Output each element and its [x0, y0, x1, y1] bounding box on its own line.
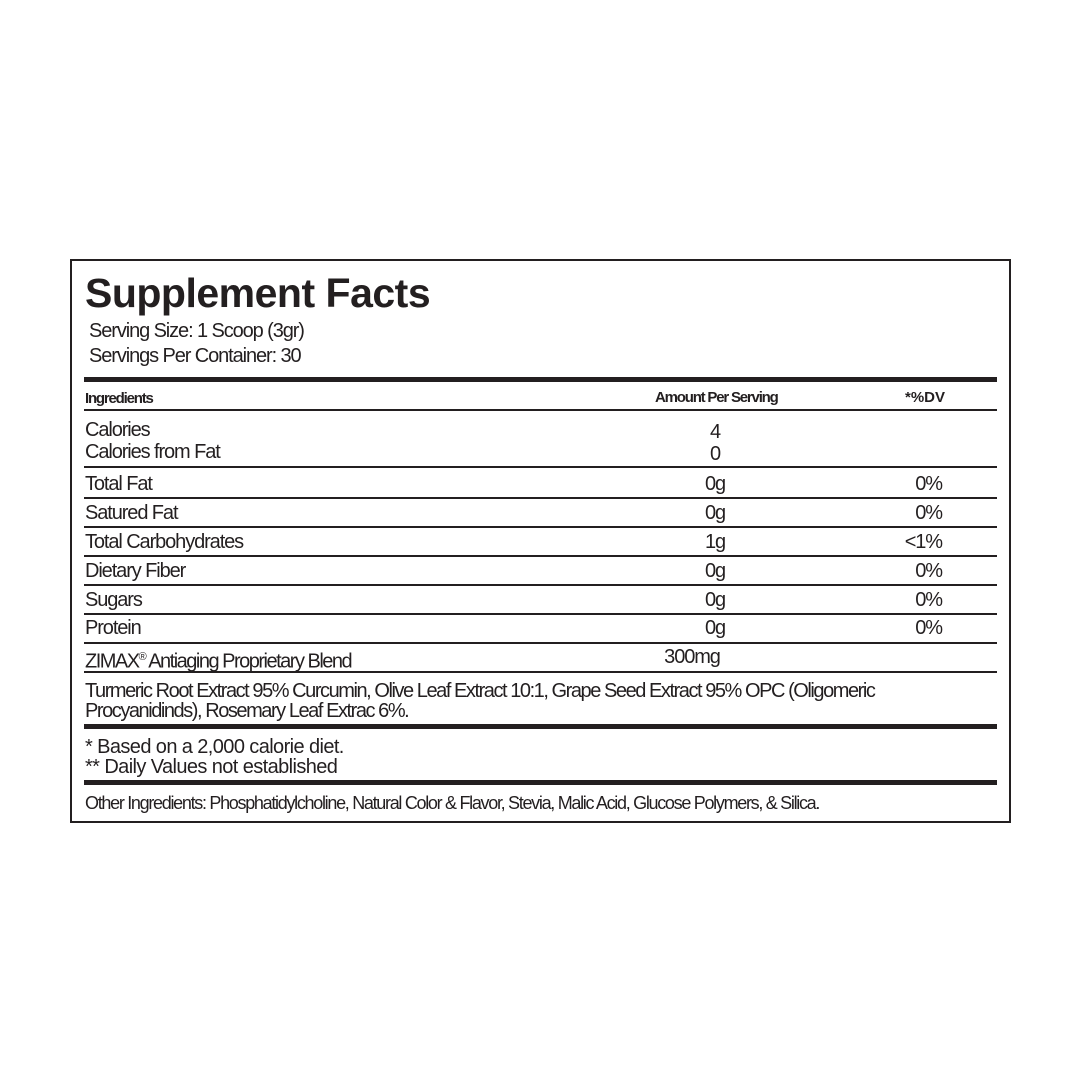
blend-label: ZIMAX® Antiaging Proprietary Blend [85, 646, 353, 673]
divider [84, 526, 997, 528]
calories-from-fat-amount: 0 [709, 443, 721, 465]
nutrient-dv: 0% [915, 502, 943, 524]
divider-thick [84, 377, 997, 382]
nutrient-dv: 0% [915, 617, 943, 639]
nutrient-label: Sugars [85, 589, 143, 611]
divider [84, 466, 997, 468]
column-amount: Amount Per Serving [655, 389, 779, 406]
calories-amount: 4 [709, 421, 721, 443]
divider [84, 584, 997, 586]
divider [84, 409, 997, 411]
calories-from-fat-label: Calories from Fat [85, 441, 221, 463]
nutrient-amount: 1g [704, 531, 726, 553]
nutrient-amount: 0g [704, 560, 726, 582]
blend-amount: 300mg [664, 646, 721, 668]
nutrient-amount: 0g [704, 589, 726, 611]
other-ingredients: Other Ingredients: Phosphatidylcholine, … [85, 793, 820, 813]
column-ingredients: Ingredients [85, 390, 154, 407]
footnote-not-established: ** Daily Values not established [85, 756, 338, 778]
nutrient-label: Total Fat [85, 473, 153, 495]
servings-per-container: Servings Per Container: 30 [89, 345, 302, 367]
supplement-facts-panel: Supplement Facts Serving Size: 1 Scoop (… [70, 259, 1011, 823]
divider [84, 613, 997, 615]
blend-ingredients-line-2: Procyanidinds), Rosemary Leaf Extrac 6%. [85, 700, 410, 722]
blend-ingredients-line-1: Turmeric Root Extract 95% Curcumin, Oliv… [85, 680, 876, 702]
divider [84, 671, 997, 673]
nutrient-dv: <1% [904, 531, 943, 553]
footnote-dv: * Based on a 2,000 calorie diet. [85, 736, 344, 758]
divider [84, 497, 997, 499]
nutrient-label: Protein [85, 617, 142, 639]
nutrient-dv: 0% [915, 589, 943, 611]
blend-name: Antiaging Proprietary Blend [145, 650, 352, 673]
nutrient-amount: 0g [704, 617, 726, 639]
nutrient-label: Dietary Fiber [85, 560, 186, 582]
nutrient-amount: 0g [704, 473, 726, 495]
calories-label: Calories [85, 419, 151, 441]
divider-thick [84, 780, 997, 785]
divider [84, 555, 997, 557]
nutrient-dv: 0% [915, 473, 943, 495]
column-dv: *%DV [905, 389, 946, 406]
nutrient-label: Satured Fat [85, 502, 179, 524]
blend-brand: ZIMAX [85, 650, 140, 673]
panel-title: Supplement Facts [85, 270, 431, 316]
serving-size: Serving Size: 1 Scoop (3gr) [89, 320, 305, 342]
divider [84, 642, 997, 644]
divider-thick [84, 724, 997, 729]
registered-mark: ® [138, 651, 147, 663]
nutrient-label: Total Carbohydrates [85, 531, 244, 553]
nutrient-dv: 0% [915, 560, 943, 582]
nutrient-amount: 0g [704, 502, 726, 524]
